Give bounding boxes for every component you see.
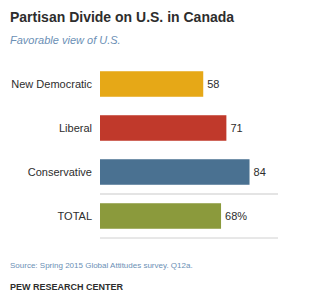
bar — [100, 159, 250, 185]
category-label: TOTAL — [58, 210, 92, 222]
data-label: 71 — [230, 122, 242, 134]
chart-container: Partisan Divide on U.S. in Canada Favorab… — [0, 0, 309, 308]
footer: PEW RESEARCH CENTER — [10, 282, 124, 292]
labels: New Democratic 58 Liberal 71 Conservative 84 T… — [11, 78, 265, 222]
category-label: Liberal — [59, 122, 92, 134]
bar — [100, 203, 221, 229]
data-label: 58 — [207, 78, 219, 90]
data-label: 84 — [254, 166, 266, 178]
source: Source: Spring 2015 Global Attitudes sur… — [10, 261, 193, 270]
x-axis-line — [100, 238, 278, 239]
title: Partisan Divide on U.S. in Canada — [10, 9, 234, 25]
bars — [100, 71, 250, 229]
bar — [100, 115, 226, 141]
separator — [100, 194, 278, 195]
data-label: 68% — [225, 210, 247, 222]
chart: Partisan Divide on U.S. in Canada Favorab… — [0, 0, 309, 308]
category-label: New Democratic — [11, 78, 92, 90]
subtitle: Favorable view of U.S. — [10, 34, 121, 46]
bar — [100, 71, 203, 97]
category-label: Conservative — [28, 166, 92, 178]
